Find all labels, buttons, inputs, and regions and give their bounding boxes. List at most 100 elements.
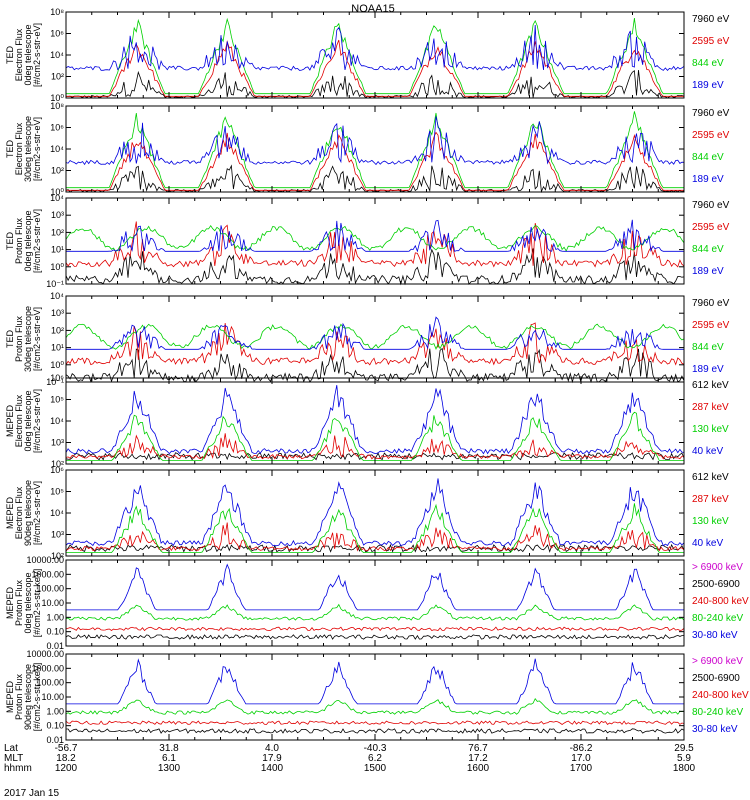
y-axis-label: MEPED: [5, 587, 15, 620]
y-tick-label: 10⁸: [50, 101, 64, 111]
y-axis-label: 90deg telescope: [23, 664, 33, 730]
x-tick-label: 76.7: [468, 743, 488, 754]
x-tick-label: -56.7: [55, 743, 78, 754]
x-tick-label: 17.9: [262, 753, 282, 764]
legend-240-800-kev: 240-800 keV: [692, 596, 749, 607]
y-tick-label: 10⁻¹: [46, 279, 64, 289]
y-axis-label: [#/cm2-s-str-eV]: [32, 389, 42, 453]
y-tick-label: 10¹: [51, 245, 64, 255]
x-tick-label: 1700: [570, 763, 593, 774]
y-axis-label: Proton Flux: [14, 673, 24, 720]
y-tick-label: 1000.00: [31, 663, 64, 673]
y-axis-label: MEPED: [5, 405, 15, 438]
y-tick-label: 10³: [51, 210, 64, 220]
legend-189-ev: 189 eV: [692, 364, 724, 375]
y-tick-label: 10⁴: [50, 416, 64, 426]
y-tick-label: 1000.00: [31, 569, 64, 579]
series-line-240-800-kev: [65, 626, 685, 632]
y-tick-label: 10²: [51, 325, 64, 335]
x-row-label-hhmm: hhmm: [4, 763, 32, 774]
legend-189-ev: 189 eV: [692, 80, 724, 91]
legend-2595-ev: 2595 eV: [692, 130, 730, 141]
legend-40-kev: 40 keV: [692, 538, 723, 549]
series-line-30-80-kev: [66, 563, 684, 611]
panel-6: 10² 10³ 10⁴ 10⁵ 10⁶ MEPED Electron Flux 90deg t…: [5, 465, 729, 561]
y-tick-label: 10³: [51, 530, 64, 540]
x-tick-label: 17.0: [571, 753, 591, 764]
x-tick-label: 1300: [158, 763, 181, 774]
y-axis-label: [#/cm2-s-str-eV]: [32, 209, 42, 273]
series-line-2595-ev: [65, 221, 685, 268]
y-tick-label: 1.00: [46, 706, 64, 716]
legend-844-ev: 844 eV: [692, 152, 724, 163]
legend-240-800-kev: 240-800 keV: [692, 690, 749, 701]
y-tick-label: 10⁰: [50, 360, 64, 370]
y-tick-label: 10.00: [41, 692, 64, 702]
y-tick-label: 10⁰: [50, 93, 64, 103]
y-axis-label: TED: [5, 45, 15, 64]
y-tick-label: 1.00: [46, 612, 64, 622]
y-axis-label: 30deg telescope: [23, 306, 33, 372]
legend-30-80-kev: 30-80 keV: [692, 630, 738, 641]
panel-8: 0.01 0.10 1.00 10.00 100.00 1000.00 10000.00 ME…: [5, 649, 749, 745]
y-tick-label: 10⁸: [50, 7, 64, 17]
legend-2595-ev: 2595 eV: [692, 222, 730, 233]
footer-date: 2017 Jan 15: [4, 788, 59, 799]
series-line-189-ev: [65, 116, 685, 166]
y-axis-label: TED: [5, 231, 15, 250]
panel-3: 10⁻¹ 10⁰ 10¹ 10² 10³ 10⁴ TED Proton Flux 0deg te…: [5, 193, 730, 289]
panel-1: 10⁰ 10² 10⁴ 10⁶ 10⁸ TED Electron Flux 0deg tele…: [5, 7, 730, 103]
series-line-2595-ev: [65, 322, 685, 366]
y-tick-label: 10²: [51, 72, 64, 82]
y-tick-label: 10³: [51, 308, 64, 318]
y-tick-label: 0.10: [46, 627, 64, 637]
y-tick-label: 10⁵: [50, 395, 64, 405]
series-line-844-ev: [65, 224, 685, 252]
y-axis-label: 0deg telescope: [23, 24, 33, 85]
y-tick-label: 0.10: [46, 721, 64, 731]
y-axis-label: [#/cm2-s-str-eV]: [32, 23, 42, 87]
y-tick-label: 10⁴: [50, 193, 64, 203]
legend-7960-ev: 7960 eV: [692, 200, 730, 211]
y-axis-label: Electron Flux: [14, 486, 24, 539]
legend-7960-ev: 7960 eV: [692, 298, 730, 309]
legend-7960-ev: 7960 eV: [692, 14, 730, 25]
y-tick-label: 100.00: [36, 584, 64, 594]
x-axis-labels: Lat -56.7 31.8 4.0 -40.3 76.7 -86.2 29.5 MLT 18.2…: [4, 743, 696, 774]
series-line-40-kev: [65, 478, 685, 547]
legend-612-kev: 612 keV: [692, 380, 729, 391]
chart-title: NOAA15: [351, 3, 394, 15]
panel-2: 10⁰ 10² 10⁴ 10⁶ 10⁸ TED Electron Flux 30deg tel…: [5, 101, 730, 197]
y-axis-label: Proton Flux: [14, 315, 24, 362]
y-axis-label: [#/cm2-s-str-eV]: [32, 481, 42, 545]
x-tick-label: 1800: [673, 763, 696, 774]
x-tick-label: 6.1: [162, 753, 176, 764]
y-tick-label: 10⁶: [50, 465, 64, 475]
y-axis-label: TED: [5, 139, 15, 158]
x-row-label-mlt: MLT: [4, 753, 23, 764]
y-axis-label: 0deg telescope: [23, 390, 33, 451]
panel-7: 0.01 0.10 1.00 10.00 100.00 1000.00 10000.00 ME…: [5, 555, 749, 651]
series-line-2500-6900: [65, 634, 685, 640]
x-tick-label: -86.2: [570, 743, 593, 754]
y-tick-label: 10⁰: [50, 187, 64, 197]
series-line-189-ev: [66, 219, 684, 253]
y-axis-label: [#/cm2-s-str-eV]: [32, 117, 42, 181]
legend-612-kev: 612 keV: [692, 472, 729, 483]
y-axis-label: [#/cm2-s-str-keV]: [32, 663, 42, 732]
legend--6900-kev: > 6900 keV: [692, 562, 743, 573]
y-tick-label: 10⁴: [50, 50, 64, 60]
series-line-2500-6900: [66, 728, 685, 734]
legend-844-ev: 844 eV: [692, 58, 724, 69]
x-row-label-lat: Lat: [4, 743, 18, 754]
y-tick-label: 10⁶: [50, 373, 64, 383]
y-axis-label: Proton Flux: [14, 579, 24, 626]
legend-40-kev: 40 keV: [692, 446, 723, 457]
series-line-80-240-kev: [65, 697, 685, 715]
y-axis-label: Electron Flux: [14, 122, 24, 175]
legend-2500-6900: 2500-6900: [692, 579, 740, 590]
legend-80-240-kev: 80-240 keV: [692, 707, 743, 718]
series-line-7960-ev: [65, 248, 685, 286]
legend-130-kev: 130 keV: [692, 424, 729, 435]
y-axis-label: [#/cm2-s-str-keV]: [32, 569, 42, 638]
